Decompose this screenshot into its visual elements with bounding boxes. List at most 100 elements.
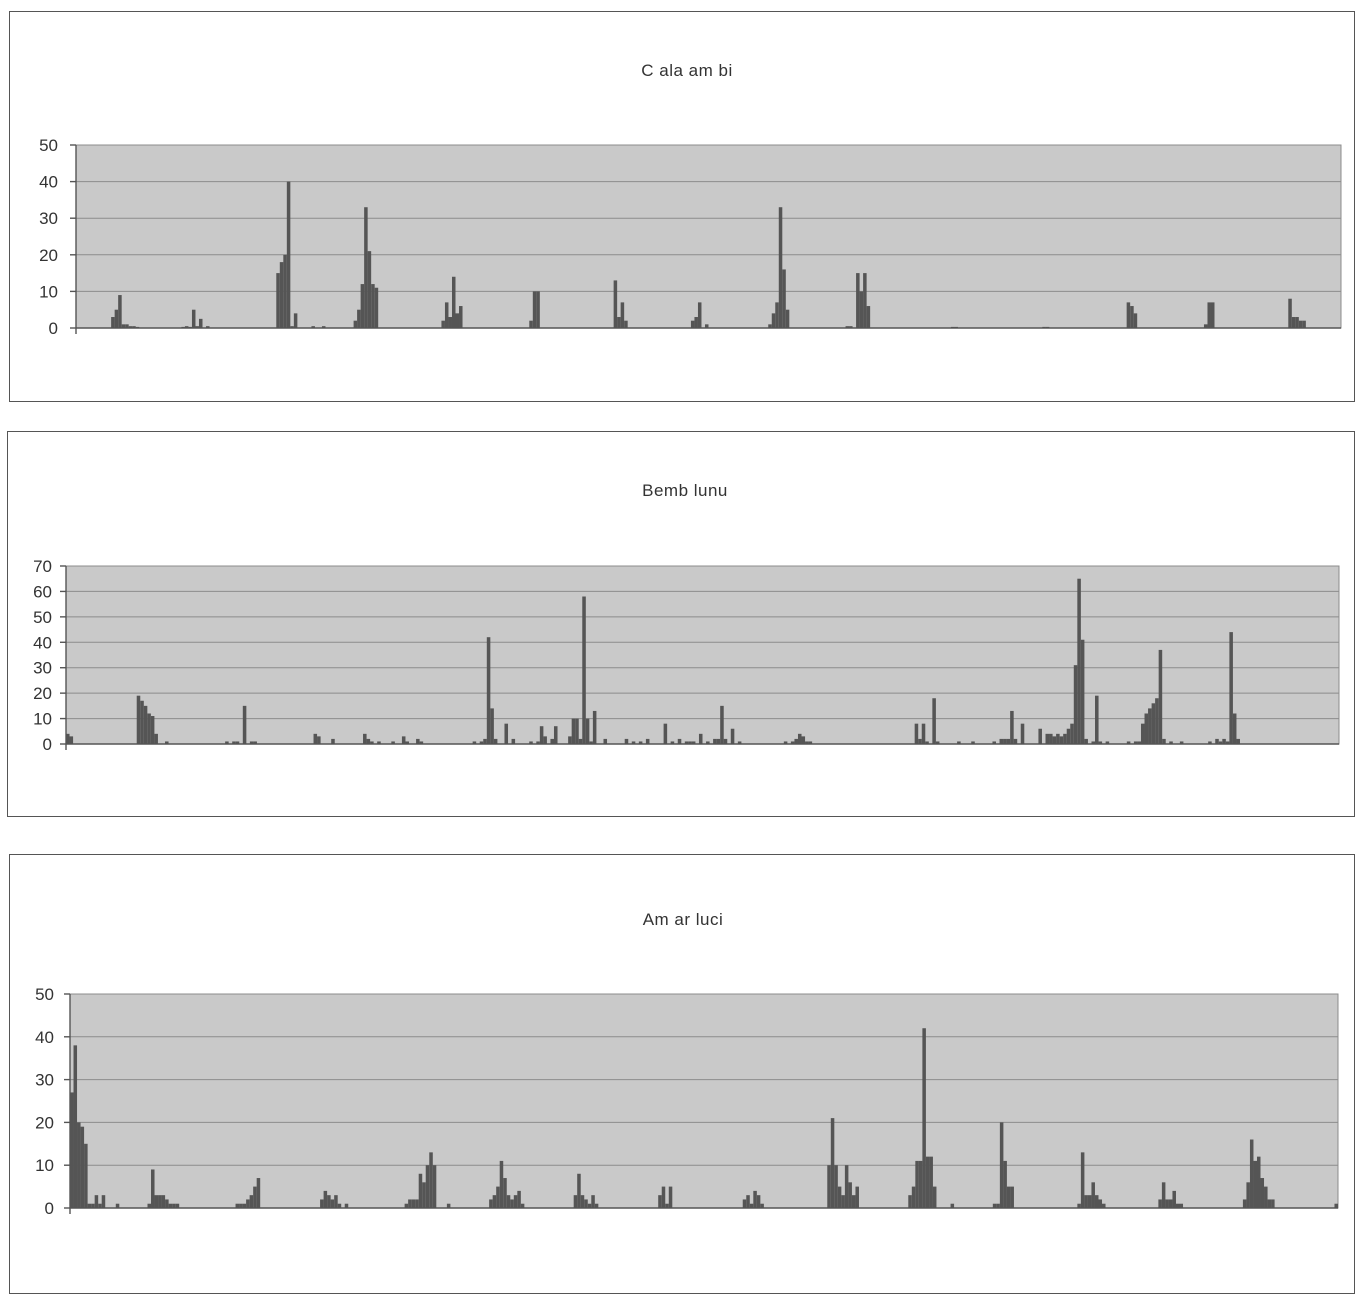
bar (684, 741, 689, 744)
bar (690, 320, 695, 328)
bar (118, 295, 122, 328)
bar (1006, 738, 1011, 744)
bar (778, 207, 783, 328)
bar (573, 1195, 578, 1208)
bar (746, 1195, 750, 1208)
bar (1162, 738, 1166, 744)
bar (638, 741, 643, 744)
bar (785, 309, 790, 328)
bar (1063, 733, 1067, 744)
bar (147, 1203, 152, 1208)
y-tick-label: 10 (35, 1156, 54, 1175)
bar (232, 741, 236, 744)
bar (1229, 632, 1233, 744)
bar (150, 716, 155, 744)
y-tick-label: 20 (33, 684, 52, 703)
bar (1126, 302, 1131, 328)
bar (932, 698, 936, 744)
bar (908, 1195, 912, 1208)
bar (114, 309, 119, 328)
bar (971, 741, 975, 744)
bar (999, 738, 1004, 744)
bar (849, 326, 853, 328)
bar (492, 1195, 497, 1208)
bar (503, 1178, 507, 1208)
bar (575, 718, 579, 744)
bar (1140, 723, 1145, 744)
bar (143, 705, 148, 744)
bar (444, 302, 449, 328)
bar (620, 302, 625, 328)
bar (665, 1203, 669, 1208)
bar (624, 320, 628, 328)
bar (293, 313, 298, 328)
bar (69, 736, 74, 744)
bar (805, 741, 809, 744)
bar (911, 1186, 916, 1208)
bar (115, 1203, 120, 1208)
bar (855, 1186, 859, 1208)
bar (834, 1165, 838, 1208)
bar (1049, 733, 1053, 744)
bar (1232, 713, 1237, 744)
bar (929, 1156, 933, 1208)
bar (121, 324, 126, 328)
bar (594, 1203, 599, 1208)
bar (499, 1160, 504, 1208)
bar (1298, 320, 1303, 328)
bar (286, 181, 291, 328)
bar (1161, 1182, 1166, 1208)
bar (320, 1199, 324, 1208)
bar (922, 1028, 926, 1208)
bar (1010, 1186, 1014, 1208)
bar (1098, 1199, 1103, 1208)
bar (730, 728, 735, 744)
bar (1158, 649, 1163, 744)
bar (425, 1165, 430, 1208)
bar (925, 1156, 930, 1208)
bar (448, 317, 452, 328)
bar (1242, 1199, 1247, 1208)
bar (489, 1199, 493, 1208)
bar (1045, 733, 1050, 744)
bar (550, 738, 554, 744)
bar (1133, 313, 1138, 328)
bar (992, 741, 996, 744)
bar (915, 1160, 919, 1208)
bar (1148, 708, 1152, 744)
chart-amar-luci: Am ar luci 0 10 20 30 40 50 (35, 910, 1339, 1218)
bar (914, 723, 919, 744)
bar (517, 1190, 521, 1208)
bar (66, 733, 70, 744)
bar (585, 718, 590, 744)
bar (1080, 639, 1085, 744)
bar (1077, 1203, 1081, 1208)
bar (366, 738, 371, 744)
bar (587, 1203, 592, 1208)
bar (571, 718, 576, 744)
y-tick-label: 30 (39, 209, 58, 228)
bar (771, 313, 776, 328)
bar (323, 1190, 328, 1208)
bar (1094, 1195, 1099, 1208)
bar (175, 1203, 180, 1208)
chart-bemb-lunu: Bemb lunu 0 10 20 30 40 50 60 70 (33, 481, 1340, 754)
bar (225, 741, 229, 744)
bar (580, 1195, 585, 1208)
y-tick-label: 0 (45, 1199, 54, 1218)
bar (645, 738, 650, 744)
bar (84, 1143, 88, 1208)
bar (1144, 713, 1149, 744)
bar (697, 302, 702, 328)
bar (239, 1203, 243, 1208)
bar (1334, 1203, 1338, 1208)
bar (1288, 298, 1292, 328)
bar (582, 596, 586, 744)
bar (543, 736, 547, 744)
bar (663, 723, 668, 744)
bar (154, 1195, 159, 1208)
bar (760, 1203, 764, 1208)
bar (844, 1165, 849, 1208)
y-tick-label: 30 (35, 1071, 54, 1090)
bar (617, 317, 621, 328)
